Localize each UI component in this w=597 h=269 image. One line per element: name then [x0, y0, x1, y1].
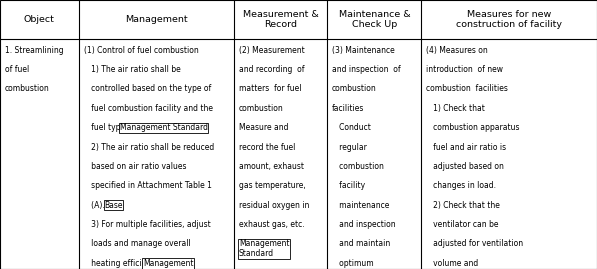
Text: Conduct: Conduct	[332, 123, 371, 132]
Text: Measurement &
Record: Measurement & Record	[243, 10, 318, 29]
Text: combustion: combustion	[332, 84, 377, 93]
Text: loads and manage overall: loads and manage overall	[84, 239, 190, 248]
Text: combustion  facilities: combustion facilities	[426, 84, 508, 93]
Text: Management
Standard: Management Standard	[239, 239, 290, 259]
Text: Base: Base	[104, 201, 123, 210]
Text: amount, exhaust: amount, exhaust	[239, 162, 304, 171]
Text: combustion: combustion	[5, 84, 50, 93]
Text: and inspection: and inspection	[332, 220, 396, 229]
Text: exhaust gas, etc.: exhaust gas, etc.	[239, 220, 304, 229]
Text: combustion: combustion	[239, 104, 284, 113]
Text: Measures for new
construction of facility: Measures for new construction of facilit…	[456, 10, 562, 29]
Text: 2) The air ratio shall be reduced: 2) The air ratio shall be reduced	[84, 143, 214, 151]
Text: ventilator can be: ventilator can be	[426, 220, 498, 229]
Text: based on air ratio values: based on air ratio values	[84, 162, 186, 171]
Text: 3) For multiple facilities, adjust: 3) For multiple facilities, adjust	[84, 220, 210, 229]
Text: 1) Check that: 1) Check that	[426, 104, 485, 113]
Text: (A).: (A).	[84, 201, 107, 210]
Text: of fuel: of fuel	[5, 65, 29, 74]
Text: matters  for fuel: matters for fuel	[239, 84, 301, 93]
Text: 2) Check that the: 2) Check that the	[426, 201, 500, 210]
Text: and maintain: and maintain	[332, 239, 390, 248]
Text: facility: facility	[332, 181, 365, 190]
Text: volume and: volume and	[426, 259, 479, 268]
Text: (3) Maintenance: (3) Maintenance	[332, 46, 395, 55]
Text: Management: Management	[125, 15, 187, 24]
Text: and inspection  of: and inspection of	[332, 65, 401, 74]
Text: introduction  of new: introduction of new	[426, 65, 503, 74]
Text: controlled based on the type of: controlled based on the type of	[84, 84, 211, 93]
Text: 1) The air ratio shall be: 1) The air ratio shall be	[84, 65, 180, 74]
Text: gas temperature,: gas temperature,	[239, 181, 306, 190]
Text: and recording  of: and recording of	[239, 65, 304, 74]
Text: facilities: facilities	[332, 104, 364, 113]
Text: changes in load.: changes in load.	[426, 181, 496, 190]
Text: fuel and air ratio is: fuel and air ratio is	[426, 143, 506, 151]
Text: Management
Standard: Management Standard	[143, 259, 193, 269]
Text: Maintenance &
Check Up: Maintenance & Check Up	[338, 10, 410, 29]
Text: 1. Streamlining: 1. Streamlining	[5, 46, 63, 55]
Text: Object: Object	[24, 15, 55, 24]
Text: fuel combustion facility and the: fuel combustion facility and the	[84, 104, 213, 113]
Text: heating efficiency.: heating efficiency.	[84, 259, 163, 268]
Text: record the fuel: record the fuel	[239, 143, 295, 151]
Text: (4) Measures on: (4) Measures on	[426, 46, 488, 55]
Text: Measure and: Measure and	[239, 123, 288, 132]
Text: Management Standard: Management Standard	[120, 123, 208, 132]
Text: fuel type.: fuel type.	[84, 123, 130, 132]
Text: (1) Control of fuel combustion: (1) Control of fuel combustion	[84, 46, 198, 55]
Text: (2) Measurement: (2) Measurement	[239, 46, 304, 55]
Text: combustion: combustion	[332, 162, 384, 171]
Text: residual oxygen in: residual oxygen in	[239, 201, 309, 210]
Text: regular: regular	[332, 143, 367, 151]
Text: adjusted based on: adjusted based on	[426, 162, 504, 171]
Text: specified in Attachment Table 1: specified in Attachment Table 1	[84, 181, 211, 190]
Text: combustion apparatus: combustion apparatus	[426, 123, 520, 132]
Text: maintenance: maintenance	[332, 201, 389, 210]
Text: optimum: optimum	[332, 259, 374, 268]
Text: adjusted for ventilation: adjusted for ventilation	[426, 239, 524, 248]
